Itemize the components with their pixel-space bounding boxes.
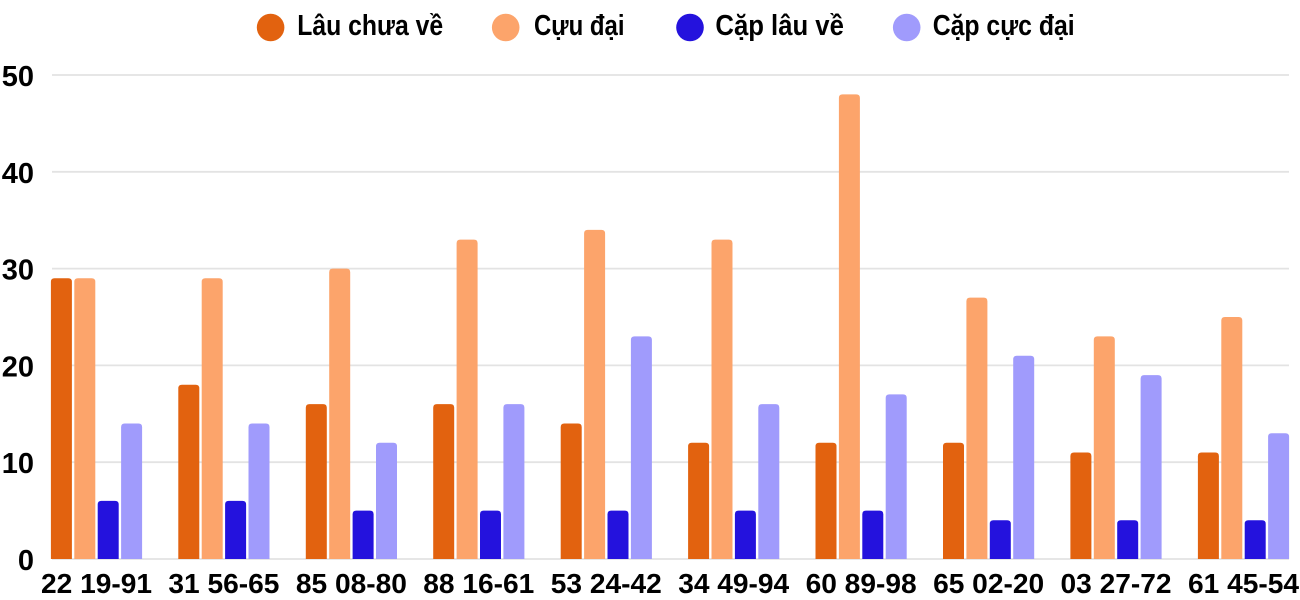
svg-text:30: 30 — [2, 255, 34, 287]
svg-text:60 89-98: 60 89-98 — [806, 567, 917, 599]
svg-text:22 19-91: 22 19-91 — [41, 567, 152, 599]
svg-text:50: 50 — [2, 61, 34, 93]
svg-text:0: 0 — [18, 545, 34, 577]
svg-text:Cặp cực đại: Cặp cực đại — [933, 10, 1075, 42]
svg-text:34 49-94: 34 49-94 — [678, 567, 789, 599]
svg-text:88 16-61: 88 16-61 — [423, 567, 534, 599]
svg-text:65 02-20: 65 02-20 — [933, 567, 1044, 599]
svg-text:Cặp lâu về: Cặp lâu về — [715, 10, 844, 42]
svg-text:20: 20 — [2, 351, 34, 383]
svg-text:31 56-65: 31 56-65 — [168, 567, 279, 599]
svg-text:61 45-54: 61 45-54 — [1188, 567, 1299, 599]
svg-text:85 08-80: 85 08-80 — [296, 567, 407, 599]
svg-text:03 27-72: 03 27-72 — [1061, 567, 1172, 599]
svg-text:40: 40 — [2, 158, 34, 190]
svg-text:10: 10 — [2, 448, 34, 480]
svg-text:Cựu đại: Cựu đại — [534, 10, 625, 42]
svg-text:Lâu chưa về: Lâu chưa về — [297, 10, 443, 42]
svg-text:53 24-42: 53 24-42 — [551, 567, 662, 599]
